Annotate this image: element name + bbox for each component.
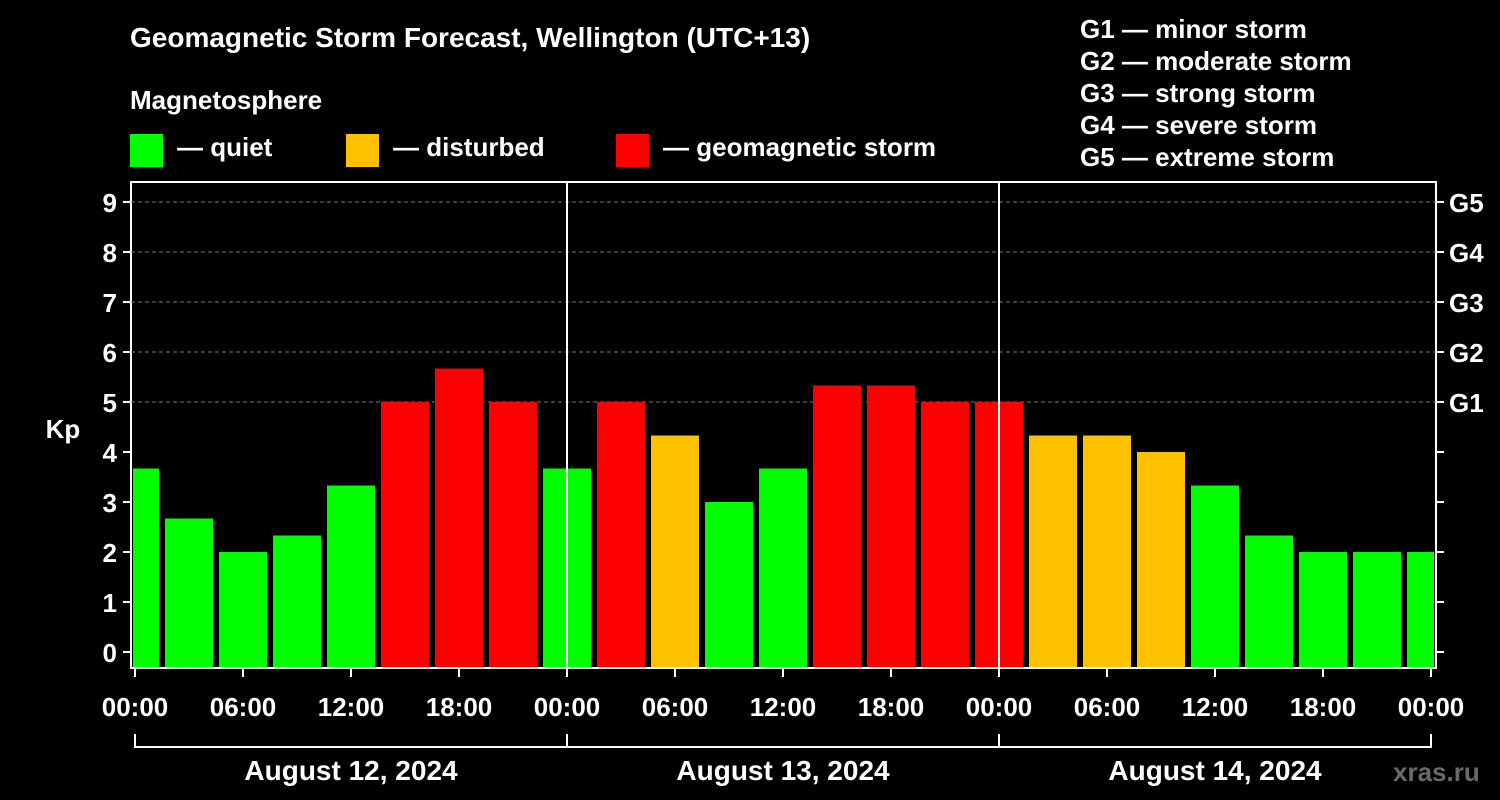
legend-label-disturbed: — disturbed	[393, 132, 545, 162]
kp-bar	[1029, 435, 1077, 667]
y-tick-label: 5	[103, 388, 117, 418]
kp-bar	[165, 518, 213, 667]
x-tick-label: 06:00	[1074, 692, 1141, 722]
kp-bar	[1353, 552, 1401, 667]
date-label: August 12, 2024	[244, 755, 458, 786]
storm-scale-g5: G5 — extreme storm	[1080, 142, 1335, 172]
y-tick-label: 1	[103, 588, 117, 618]
watermark: xras.ru	[1393, 757, 1480, 787]
legend-swatch-disturbed	[346, 134, 379, 167]
legend-label-quiet: — quiet	[177, 132, 273, 162]
kp-bar	[759, 468, 807, 667]
chart-title: Geomagnetic Storm Forecast, Wellington (…	[130, 22, 811, 53]
kp-bar	[651, 435, 699, 667]
x-tick-label: 00:00	[1398, 692, 1465, 722]
date-label: August 13, 2024	[676, 755, 890, 786]
kp-bar	[813, 385, 861, 667]
x-tick-label: 12:00	[1182, 692, 1249, 722]
x-tick-label: 12:00	[318, 692, 385, 722]
y-tick-label: 8	[103, 238, 117, 268]
date-label: August 14, 2024	[1108, 755, 1322, 786]
storm-scale-g4: G4 — severe storm	[1080, 110, 1318, 140]
kp-bar	[597, 402, 645, 667]
y-tick-label: 7	[103, 288, 117, 318]
kp-bar	[381, 402, 429, 667]
y-tick-label: 3	[103, 488, 117, 518]
kp-bar	[705, 502, 753, 667]
y-tick-label: 4	[103, 438, 118, 468]
kp-bar	[1245, 535, 1293, 667]
legend-swatch-quiet	[130, 134, 163, 167]
y-tick-label: 0	[103, 638, 117, 668]
y-tick-label: 2	[103, 538, 117, 568]
kp-bar	[133, 468, 159, 667]
x-tick-label: 00:00	[102, 692, 169, 722]
x-tick-label: 00:00	[966, 692, 1033, 722]
kp-bar	[435, 368, 483, 667]
kp-bar	[1407, 552, 1434, 667]
kp-bar	[1137, 452, 1185, 667]
x-tick-label: 18:00	[1290, 692, 1357, 722]
kp-bar	[327, 485, 375, 667]
storm-scale-g1: G1 — minor storm	[1080, 14, 1307, 44]
x-tick-label: 06:00	[642, 692, 709, 722]
g-scale-label-G1: G1	[1449, 388, 1484, 418]
x-tick-label: 12:00	[750, 692, 817, 722]
g-scale-label-G3: G3	[1449, 288, 1484, 318]
kp-bar	[921, 402, 969, 667]
magnetosphere-label: Magnetosphere	[130, 85, 323, 115]
y-axis-label: Kp	[46, 414, 81, 444]
x-tick-label: 00:00	[534, 692, 601, 722]
storm-scale-g2: G2 — moderate storm	[1080, 46, 1352, 76]
kp-bar	[1299, 552, 1347, 667]
legend-swatch-storm	[616, 134, 649, 167]
x-tick-label: 18:00	[858, 692, 925, 722]
y-tick-label: 9	[103, 188, 117, 218]
kp-bar	[219, 552, 267, 667]
kp-bar	[273, 535, 321, 667]
g-scale-label-G2: G2	[1449, 338, 1484, 368]
legend-label-storm: — geomagnetic storm	[663, 132, 937, 162]
x-tick-label: 06:00	[210, 692, 277, 722]
y-tick-label: 6	[103, 338, 117, 368]
kp-bar	[1191, 485, 1239, 667]
x-tick-label: 18:00	[426, 692, 493, 722]
storm-scale-g3: G3 — strong storm	[1080, 78, 1316, 108]
g-scale-label-G5: G5	[1449, 188, 1484, 218]
kp-bar	[867, 385, 915, 667]
g-scale-label-G4: G4	[1449, 238, 1484, 268]
kp-bar	[489, 402, 537, 667]
kp-bar	[1083, 435, 1131, 667]
